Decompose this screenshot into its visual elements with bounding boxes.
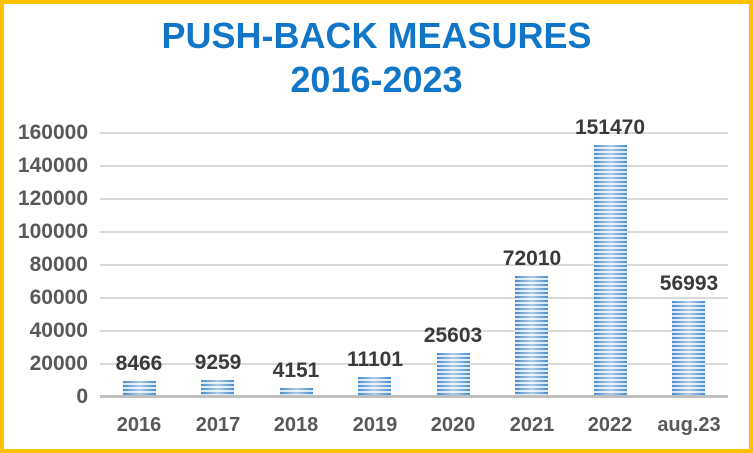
bar bbox=[123, 381, 156, 395]
y-axis-label: 120000 bbox=[17, 187, 88, 210]
bar bbox=[280, 388, 313, 395]
x-axis-label: 2022 bbox=[587, 414, 633, 436]
bar bbox=[201, 380, 234, 395]
bar-value-label: 56993 bbox=[659, 272, 719, 295]
y-axis-label: 80000 bbox=[29, 253, 88, 276]
x-axis-label: 2018 bbox=[273, 414, 319, 436]
x-axis-label: 2021 bbox=[509, 414, 555, 436]
x-axis-label: aug.23 bbox=[657, 414, 721, 436]
x-axis-label: 2020 bbox=[430, 414, 476, 436]
gridline bbox=[100, 363, 728, 365]
y-axis-label: 40000 bbox=[29, 319, 88, 342]
bar-value-label: 9259 bbox=[194, 351, 242, 374]
gridline bbox=[100, 297, 728, 299]
bar-value-label: 72010 bbox=[502, 247, 562, 270]
y-axis-label: 20000 bbox=[29, 352, 88, 375]
x-axis-label: 2019 bbox=[352, 414, 398, 436]
gridline bbox=[100, 132, 728, 134]
x-axis-label: 2016 bbox=[116, 414, 162, 436]
bar bbox=[672, 301, 705, 395]
chart-title: PUSH-BACK MEASURES 2016-2023 bbox=[0, 14, 753, 102]
bar-value-label: 151470 bbox=[574, 116, 646, 139]
x-axis-label: 2017 bbox=[195, 414, 241, 436]
y-axis-label: 140000 bbox=[17, 154, 88, 177]
bar bbox=[594, 145, 627, 395]
gridline bbox=[100, 264, 728, 266]
bar bbox=[437, 353, 470, 395]
y-axis-label: 160000 bbox=[17, 121, 88, 144]
bar bbox=[358, 377, 391, 395]
gridline bbox=[100, 330, 728, 332]
bar bbox=[515, 276, 548, 395]
y-axis-label: 60000 bbox=[29, 286, 88, 309]
x-axis-line bbox=[100, 395, 728, 398]
gridline bbox=[100, 231, 728, 233]
bar-value-label: 25603 bbox=[423, 324, 483, 347]
bar-value-label: 8466 bbox=[115, 352, 163, 375]
chart-title-line1: PUSH-BACK MEASURES bbox=[161, 15, 592, 56]
bar-value-label: 11101 bbox=[346, 348, 404, 371]
chart-title-line2: 2016-2023 bbox=[290, 59, 463, 100]
y-axis-label: 0 bbox=[76, 385, 88, 408]
gridline bbox=[100, 165, 728, 167]
bar-value-label: 4151 bbox=[272, 359, 320, 382]
y-axis-label: 100000 bbox=[17, 220, 88, 243]
gridline bbox=[100, 198, 728, 200]
